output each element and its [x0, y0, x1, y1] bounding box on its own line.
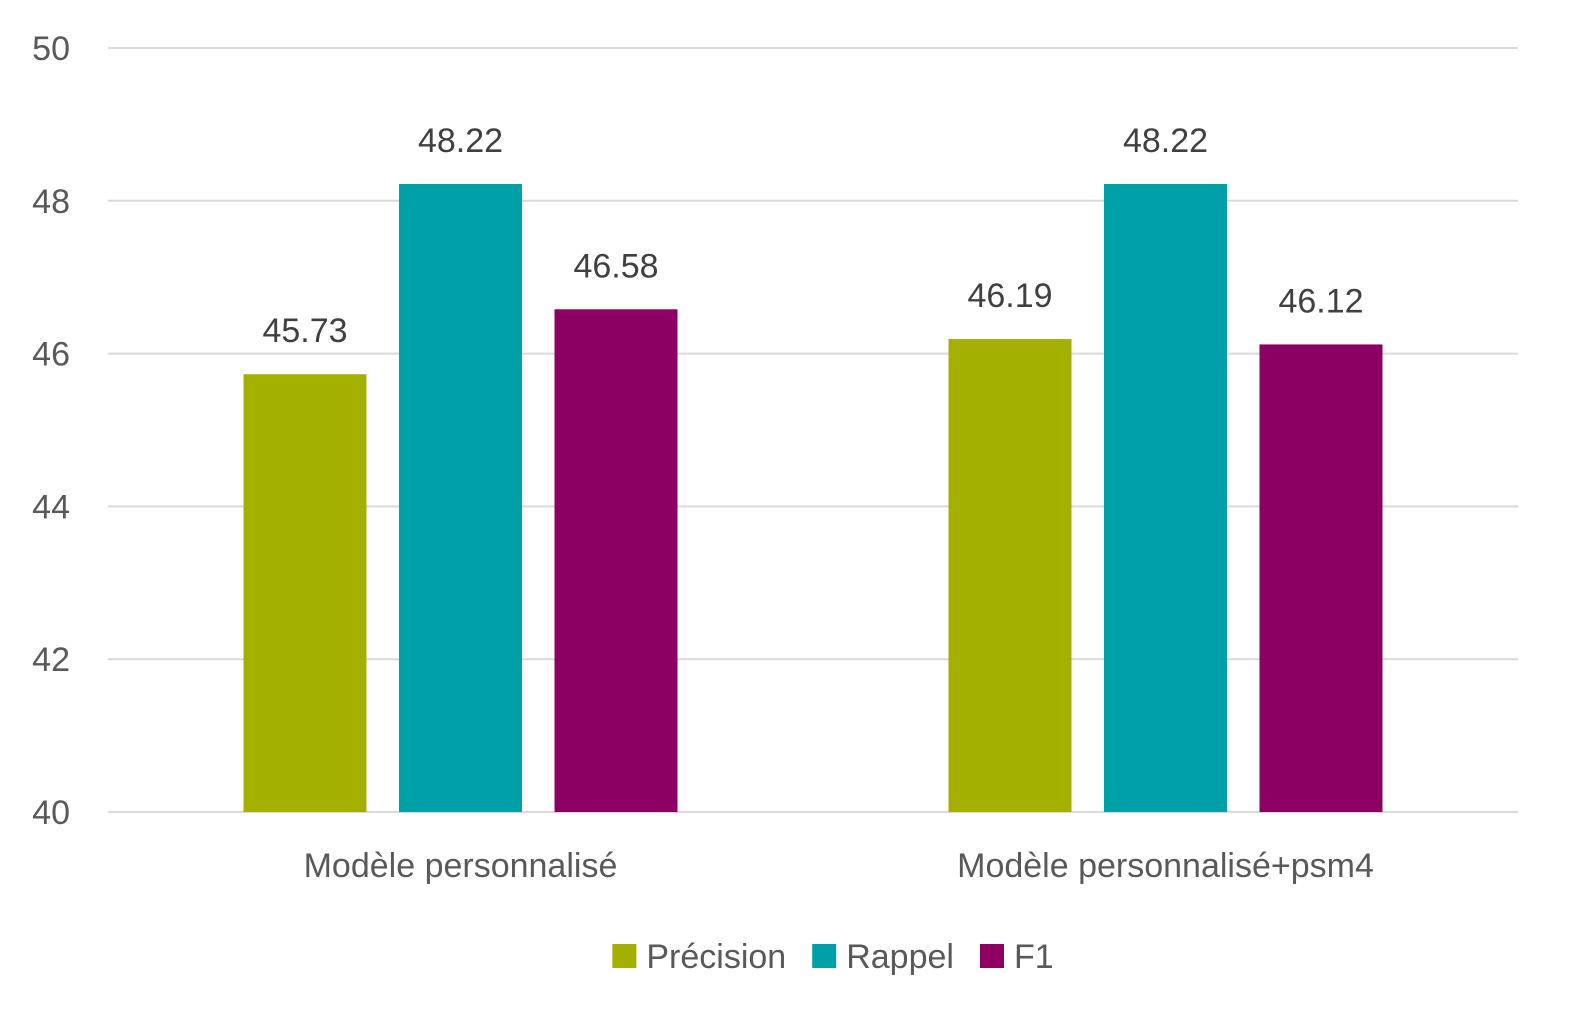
bar-pr-cision	[948, 339, 1072, 812]
data-label: 45.73	[262, 312, 347, 350]
bar-f1	[554, 309, 678, 812]
data-label: 46.19	[967, 277, 1052, 315]
bars	[243, 183, 1383, 812]
legend-label: Précision	[646, 938, 786, 976]
legend-swatch	[979, 944, 1004, 968]
data-label: 46.58	[573, 247, 658, 285]
x-category-label: Modèle personnalisé+psm4	[957, 847, 1374, 885]
legend: Précision Rappel F1	[612, 938, 1054, 976]
bar-pr-cision	[243, 374, 367, 812]
x-axis-category-labels: Modèle personnalisé Modèle personnalisé+p…	[304, 847, 1374, 885]
y-axis-tick-labels: 40 42 44 46 48 50	[32, 30, 70, 832]
legend-label: Rappel	[846, 938, 954, 976]
y-tick-label: 42	[32, 641, 70, 679]
data-label: 48.22	[1123, 122, 1208, 160]
y-tick-label: 44	[32, 488, 70, 526]
bar-f1	[1259, 344, 1383, 812]
legend-swatch	[812, 944, 837, 968]
data-labels: 45.73 48.22 46.58 46.19 48.22 46.12	[262, 122, 1363, 350]
bar-rappel	[399, 183, 522, 812]
y-tick-label: 48	[32, 183, 70, 221]
x-category-label: Modèle personnalisé	[304, 847, 618, 885]
data-label: 48.22	[418, 122, 503, 160]
data-label: 46.12	[1278, 282, 1363, 320]
legend-swatch	[612, 944, 637, 968]
y-tick-label: 50	[32, 30, 70, 68]
legend-label: F1	[1014, 938, 1054, 976]
bar-rappel	[1104, 183, 1227, 812]
y-tick-label: 40	[32, 794, 70, 832]
y-tick-label: 46	[32, 336, 70, 374]
